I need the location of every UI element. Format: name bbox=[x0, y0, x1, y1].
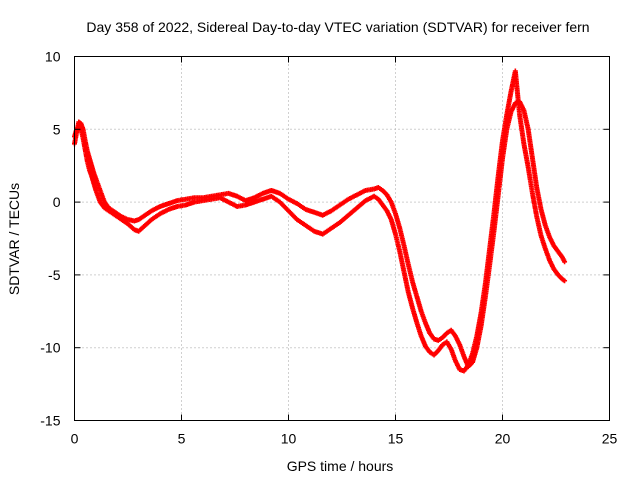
y-tick-label: 0 bbox=[53, 194, 61, 210]
x-tick-label: 15 bbox=[388, 431, 404, 447]
x-tick-label: 0 bbox=[71, 431, 79, 447]
data-series bbox=[72, 68, 568, 374]
y-tick-label: -10 bbox=[40, 340, 60, 356]
y-axis-label: SDTVAR / TECUs bbox=[6, 183, 22, 295]
chart-title: Day 358 of 2022, Sidereal Day-to-day VTE… bbox=[86, 19, 589, 35]
x-tick-label: 20 bbox=[495, 431, 511, 447]
x-tick-label: 25 bbox=[602, 431, 618, 447]
x-tick-label: 5 bbox=[178, 431, 186, 447]
grid-layer bbox=[74, 56, 610, 421]
plot-frame bbox=[74, 56, 610, 421]
x-axis-label: GPS time / hours bbox=[287, 458, 394, 474]
data-point-marker bbox=[562, 259, 568, 265]
y-tick-label: -5 bbox=[48, 267, 61, 283]
x-tick-label: 10 bbox=[281, 431, 297, 447]
data-layer bbox=[72, 68, 568, 374]
tick-layer: 0 5 10 15 20 25 -15 -10 -5 0 5 10 bbox=[40, 49, 617, 447]
y-tick-label: 10 bbox=[45, 49, 61, 65]
y-tick-label: -15 bbox=[40, 413, 60, 429]
data-point-marker bbox=[562, 278, 568, 284]
y-tick-label: 5 bbox=[53, 121, 61, 137]
data-series bbox=[72, 99, 568, 370]
